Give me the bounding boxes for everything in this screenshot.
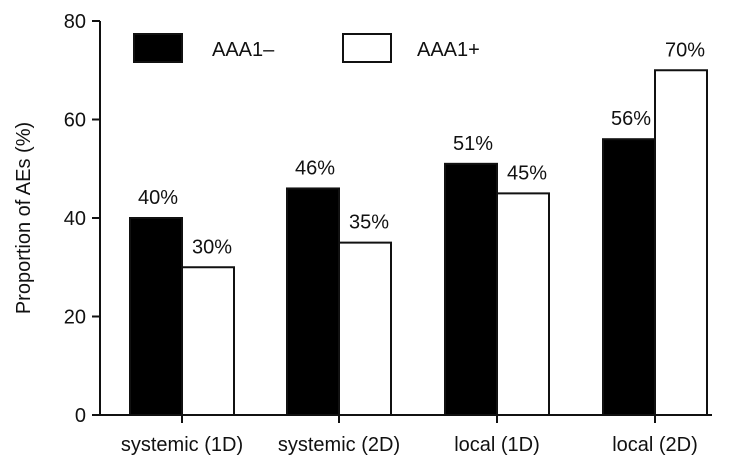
legend-swatch	[342, 33, 392, 63]
data-label: 56%	[611, 108, 651, 130]
x-tick-label: systemic (1D)	[121, 434, 243, 456]
data-label: 45%	[507, 162, 547, 184]
y-axis: 0 20 40 60 80	[64, 11, 101, 427]
y-tick-label: 20	[64, 307, 86, 329]
x-axis: systemic (1D) systemic (2D) local (1D) loca…	[100, 414, 712, 456]
bar-aaa1-minus	[602, 138, 656, 416]
y-tick-label: 60	[64, 110, 86, 132]
data-label: 35%	[349, 212, 389, 234]
data-label: 30%	[192, 236, 232, 258]
legend-swatch	[133, 33, 183, 63]
bar-aaa1-minus	[286, 187, 340, 416]
data-label: 46%	[295, 157, 335, 179]
bars	[129, 69, 708, 416]
data-labels: 40% 30% 46% 35% 51% 45% 56% 70%	[138, 39, 705, 258]
legend-label: AAA1+	[417, 39, 480, 61]
x-tick-label: systemic (2D)	[278, 434, 400, 456]
bar-aaa1-plus	[181, 266, 235, 416]
legend-label: AAA1–	[212, 39, 275, 61]
bar-aaa1-minus	[129, 217, 183, 416]
bar-aaa1-minus	[444, 162, 498, 416]
data-label: 51%	[453, 133, 493, 155]
data-label: 40%	[138, 187, 178, 209]
bar-aaa1-plus	[338, 241, 392, 416]
bar-aaa1-plus	[654, 69, 708, 416]
x-tick-label: local (2D)	[612, 434, 698, 456]
y-tick-label: 0	[75, 405, 86, 427]
bar-aaa1-plus	[496, 192, 550, 416]
y-axis-title: Proportion of AEs (%)	[13, 122, 35, 314]
x-tick-label: local (1D)	[454, 434, 540, 456]
y-tick-label: 40	[64, 208, 86, 230]
data-label: 70%	[665, 39, 705, 61]
legend: AAA1– AAA1+	[133, 33, 480, 63]
y-tick-label: 80	[64, 11, 86, 33]
